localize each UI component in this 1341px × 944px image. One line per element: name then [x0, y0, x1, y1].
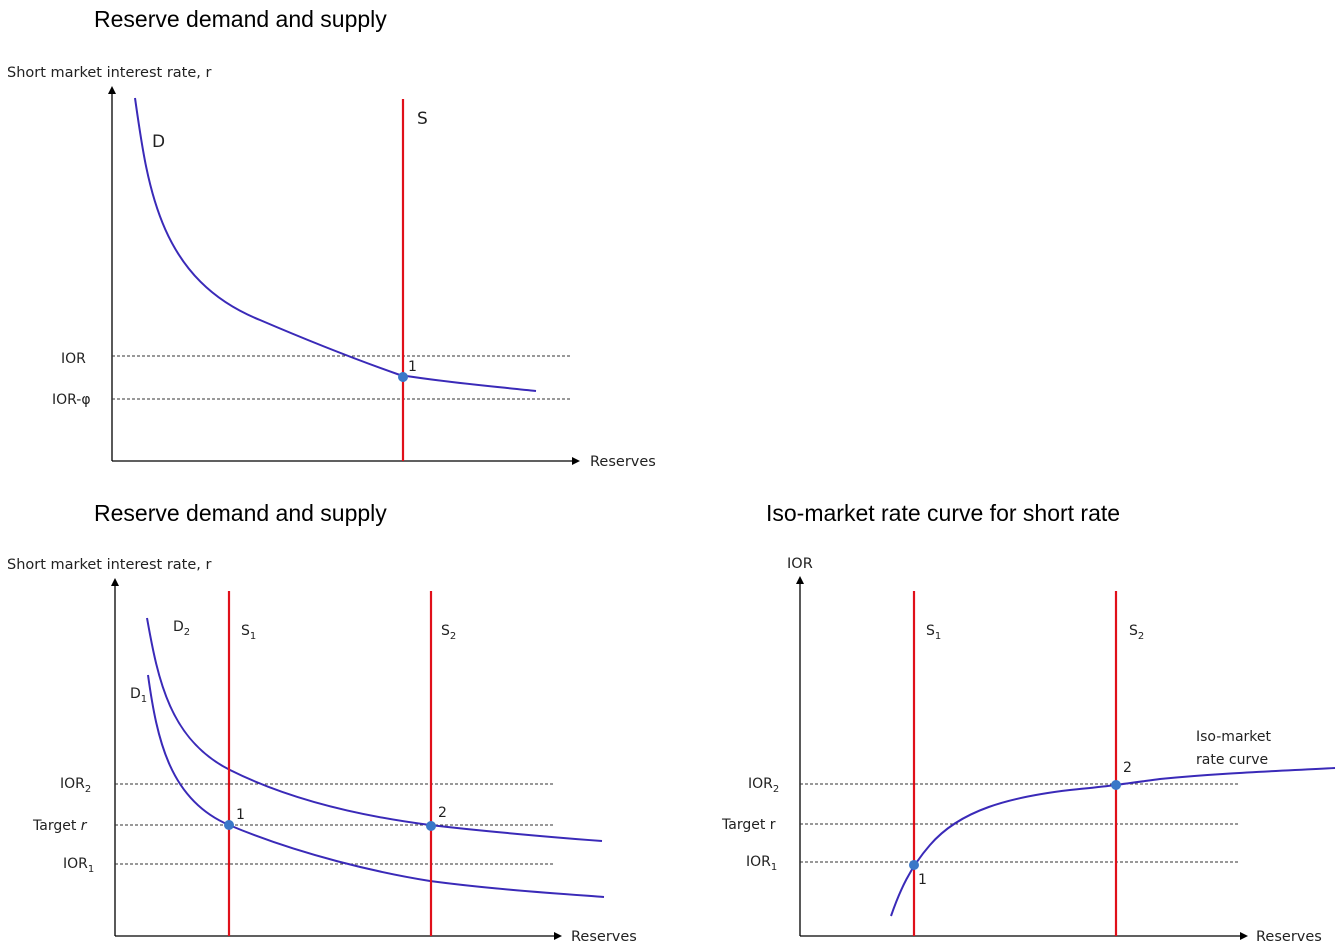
- panel-bottom-left-ior1-label: IOR1: [63, 856, 94, 875]
- panel-top-y-axis-label: Short market interest rate, r: [7, 65, 211, 81]
- panel-bottom-right-x-axis-label: Reserves: [1256, 929, 1322, 944]
- panel-bottom-left: Reserve demand and supply Short market i…: [7, 500, 637, 944]
- panel-bottom-right-iso-market-curve: [890, 767, 1336, 917]
- panel-bottom-left-s1-label: S1: [241, 623, 256, 642]
- panel-bottom-right-s1-label: S1: [926, 623, 941, 642]
- panel-bottom-left-d2-label: D2: [173, 619, 190, 638]
- panel-bottom-right-point-1: [909, 860, 919, 870]
- panel-bottom-right-point-1-label: 1: [918, 872, 927, 888]
- panel-bottom-right-point-2-label: 2: [1123, 760, 1132, 776]
- panel-bottom-right-curve-label-line-1: Iso-market: [1196, 729, 1271, 745]
- panel-top-title: Reserve demand and supply: [94, 6, 387, 32]
- panel-bottom-left-demand-curve-2: [146, 617, 603, 842]
- panel-bottom-right-y-axis-label: IOR: [787, 556, 813, 572]
- panel-bottom-right-ior1-label: IOR1: [746, 854, 777, 873]
- panel-top-demand-curve: [134, 97, 537, 392]
- panel-bottom-left-title: Reserve demand and supply: [94, 500, 387, 526]
- panel-bottom-right-point-2: [1111, 780, 1121, 790]
- panel-bottom-left-target-label: Target r: [32, 818, 88, 834]
- panel-bottom-left-x-axis-label: Reserves: [571, 929, 637, 944]
- panel-top-x-axis-label: Reserves: [590, 454, 656, 470]
- panel-bottom-right: Iso-market rate curve for short rate IOR…: [721, 500, 1336, 944]
- panel-top-supply-label: S: [417, 109, 428, 129]
- panel-top-demand-label: D: [152, 132, 165, 152]
- panel-bottom-left-point-1: [224, 820, 234, 830]
- panel-bottom-left-y-axis-label: Short market interest rate, r: [7, 557, 211, 573]
- panel-bottom-right-title: Iso-market rate curve for short rate: [766, 500, 1120, 526]
- panel-bottom-left-s2-label: S2: [441, 623, 456, 642]
- panel-bottom-right-target-label: Target r: [721, 817, 776, 833]
- panel-bottom-left-ior2-label: IOR2: [60, 776, 91, 795]
- panel-top: Reserve demand and supply Short market i…: [7, 6, 656, 470]
- panel-top-ior-phi-label: IOR-φ: [52, 392, 91, 408]
- panel-bottom-right-ior2-label: IOR2: [748, 776, 779, 795]
- panel-top-equilibrium-point: [398, 372, 408, 382]
- panel-bottom-left-demand-curve-1: [147, 674, 605, 898]
- panel-top-point-label: 1: [408, 359, 417, 375]
- panel-bottom-right-s2-label: S2: [1129, 623, 1144, 642]
- panel-bottom-left-point-1-label: 1: [236, 807, 245, 823]
- panel-bottom-right-curve-label-line-2: rate curve: [1196, 752, 1268, 768]
- panel-bottom-left-point-2: [426, 821, 436, 831]
- panel-bottom-left-d1-label: D1: [130, 686, 147, 705]
- panel-top-ior-label: IOR: [61, 351, 86, 367]
- panel-bottom-left-point-2-label: 2: [438, 805, 447, 821]
